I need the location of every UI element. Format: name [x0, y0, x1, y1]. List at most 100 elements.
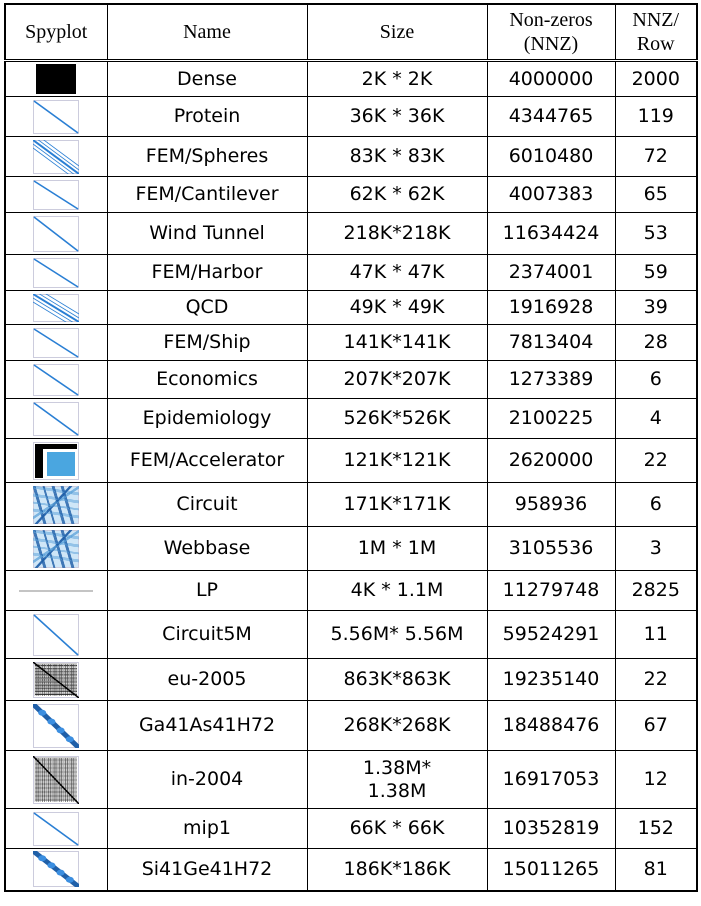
spyplot-cell	[4, 176, 108, 213]
nnz-row-cell: 2825	[614, 570, 698, 611]
spyplot-cell	[4, 60, 108, 97]
name-cell: Ga41As41H72	[106, 700, 308, 751]
size-cell: 62K * 62K	[306, 176, 488, 213]
header-nnz-line1: Non-zeros	[509, 9, 593, 31]
spyplot-cell	[4, 570, 108, 611]
table-header: Spyplot Name Size Non-zeros (NNZ) NNZ/ R…	[4, 3, 698, 62]
scattered-spyplot-icon	[33, 529, 80, 568]
header-row: Spyplot Name Size Non-zeros (NNZ) NNZ/ R…	[4, 3, 698, 62]
header-nnz-row-line1: NNZ/	[632, 9, 680, 31]
size-cell: 5.56M* 5.56M	[306, 610, 488, 659]
table-row: FEM/Harbor 47K * 47K 2374001 59	[4, 254, 698, 291]
table-row: FEM/Ship 141K*141K 7813404 28	[4, 324, 698, 361]
size-cell: 83K * 83K	[306, 136, 488, 177]
nnz-row-cell: 152	[614, 808, 698, 849]
size-cell: 47K * 47K	[306, 254, 488, 291]
table-row: FEM/Cantilever 62K * 62K 4007383 65	[4, 176, 698, 213]
wide-spyplot-icon	[19, 590, 94, 591]
nnz-cell: 2374001	[486, 254, 616, 291]
name-cell: Economics	[106, 360, 308, 399]
spyplot-cell	[4, 96, 108, 137]
spyplot-cell	[4, 438, 108, 483]
spyplot-cell	[4, 700, 108, 751]
nnz-cell: 6010480	[486, 136, 616, 177]
size-cell: 66K * 66K	[306, 808, 488, 849]
spyplot-cell	[4, 610, 108, 659]
nnz-row-cell: 65	[614, 176, 698, 213]
size-cell: 526K*526K	[306, 398, 488, 439]
nnz-row-cell: 59	[614, 254, 698, 291]
nnz-row-cell: 119	[614, 96, 698, 137]
noisy-spyplot-icon	[33, 755, 80, 804]
table-row: Webbase 1M * 1M 3105536 3	[4, 526, 698, 571]
blob-diagonal-spyplot-icon	[33, 851, 80, 888]
table-row: mip1 66K * 66K 10352819 152	[4, 808, 698, 849]
name-cell: FEM/Cantilever	[106, 176, 308, 213]
nnz-cell: 2620000	[486, 438, 616, 483]
blob-diagonal-spyplot-icon	[33, 703, 80, 748]
diagonal-spyplot-icon	[33, 327, 80, 358]
nnz-cell: 3105536	[486, 526, 616, 571]
name-cell: eu-2005	[106, 658, 308, 701]
header-nnz: Non-zeros (NNZ)	[486, 3, 616, 62]
spyplot-cell	[4, 848, 108, 891]
nnz-row-cell: 22	[614, 438, 698, 483]
nnz-cell: 19235140	[486, 658, 616, 701]
nnz-row-cell: 11	[614, 610, 698, 659]
nnz-cell: 10352819	[486, 808, 616, 849]
header-nnz-row-line2: Row	[636, 33, 675, 55]
spyplot-cell	[4, 808, 108, 849]
name-cell: Dense	[106, 60, 308, 97]
nnz-row-cell: 3	[614, 526, 698, 571]
nnz-row-cell: 53	[614, 212, 698, 255]
table-row: Wind Tunnel 218K*218K 11634424 53	[4, 212, 698, 255]
nnz-row-cell: 67	[614, 700, 698, 751]
header-name: Name	[106, 3, 308, 62]
table-row: Si41Ge41H72 186K*186K 15011265 81	[4, 848, 698, 891]
size-cell: 863K*863K	[306, 658, 488, 701]
table-row: LP 4K * 1.1M 11279748 2825	[4, 570, 698, 611]
nnz-row-cell: 12	[614, 750, 698, 809]
banded-spyplot-icon	[33, 293, 80, 322]
spyplot-cell	[4, 290, 108, 325]
nnz-cell: 18488476	[486, 700, 616, 751]
matrix-table: Spyplot Name Size Non-zeros (NNZ) NNZ/ R…	[4, 3, 698, 892]
spyplot-cell	[4, 398, 108, 439]
nnz-cell: 11634424	[486, 212, 616, 255]
size-cell: 1.38M* 1.38M	[306, 750, 488, 809]
scattered-spyplot-icon	[33, 485, 80, 524]
table-row: Ga41As41H72 268K*268K 18488476 67	[4, 700, 698, 751]
table-row: Circuit 171K*171K 958936 6	[4, 482, 698, 527]
spyplot-cell	[4, 360, 108, 399]
nnz-row-cell: 22	[614, 658, 698, 701]
nnz-cell: 59524291	[486, 610, 616, 659]
name-cell: in-2004	[106, 750, 308, 809]
dense-square-icon	[36, 64, 77, 94]
spyplot-cell	[4, 482, 108, 527]
name-cell: FEM/Accelerator	[106, 438, 308, 483]
header-size: Size	[306, 3, 488, 62]
table-row: eu-2005 863K*863K 19235140 22	[4, 658, 698, 701]
header-spyplot: Spyplot	[4, 3, 108, 62]
nnz-cell: 2100225	[486, 398, 616, 439]
nnz-cell: 11279748	[486, 570, 616, 611]
diagonal-spyplot-icon	[33, 99, 80, 134]
nnz-row-cell: 39	[614, 290, 698, 325]
nnz-row-cell: 6	[614, 360, 698, 399]
table-row: FEM/Spheres 83K * 83K 6010480 72	[4, 136, 698, 177]
spyplot-cell	[4, 212, 108, 255]
spyplot-cell	[4, 658, 108, 701]
name-cell: Webbase	[106, 526, 308, 571]
nnz-row-cell: 2000	[614, 60, 698, 97]
name-cell: LP	[106, 570, 308, 611]
diagonal-spyplot-icon	[33, 257, 80, 288]
table-body: Dense 2K * 2K 4000000 2000 Protein 36K * 36K 4…	[4, 60, 698, 891]
block-spyplot-icon	[33, 441, 80, 480]
header-nnz-row: NNZ/ Row	[614, 3, 698, 62]
table-row: Dense 2K * 2K 4000000 2000	[4, 60, 698, 97]
diagonal-spyplot-icon	[33, 613, 80, 656]
table-row: Economics 207K*207K 1273389 6	[4, 360, 698, 399]
name-cell: mip1	[106, 808, 308, 849]
nnz-row-cell: 6	[614, 482, 698, 527]
nnz-cell: 16917053	[486, 750, 616, 809]
